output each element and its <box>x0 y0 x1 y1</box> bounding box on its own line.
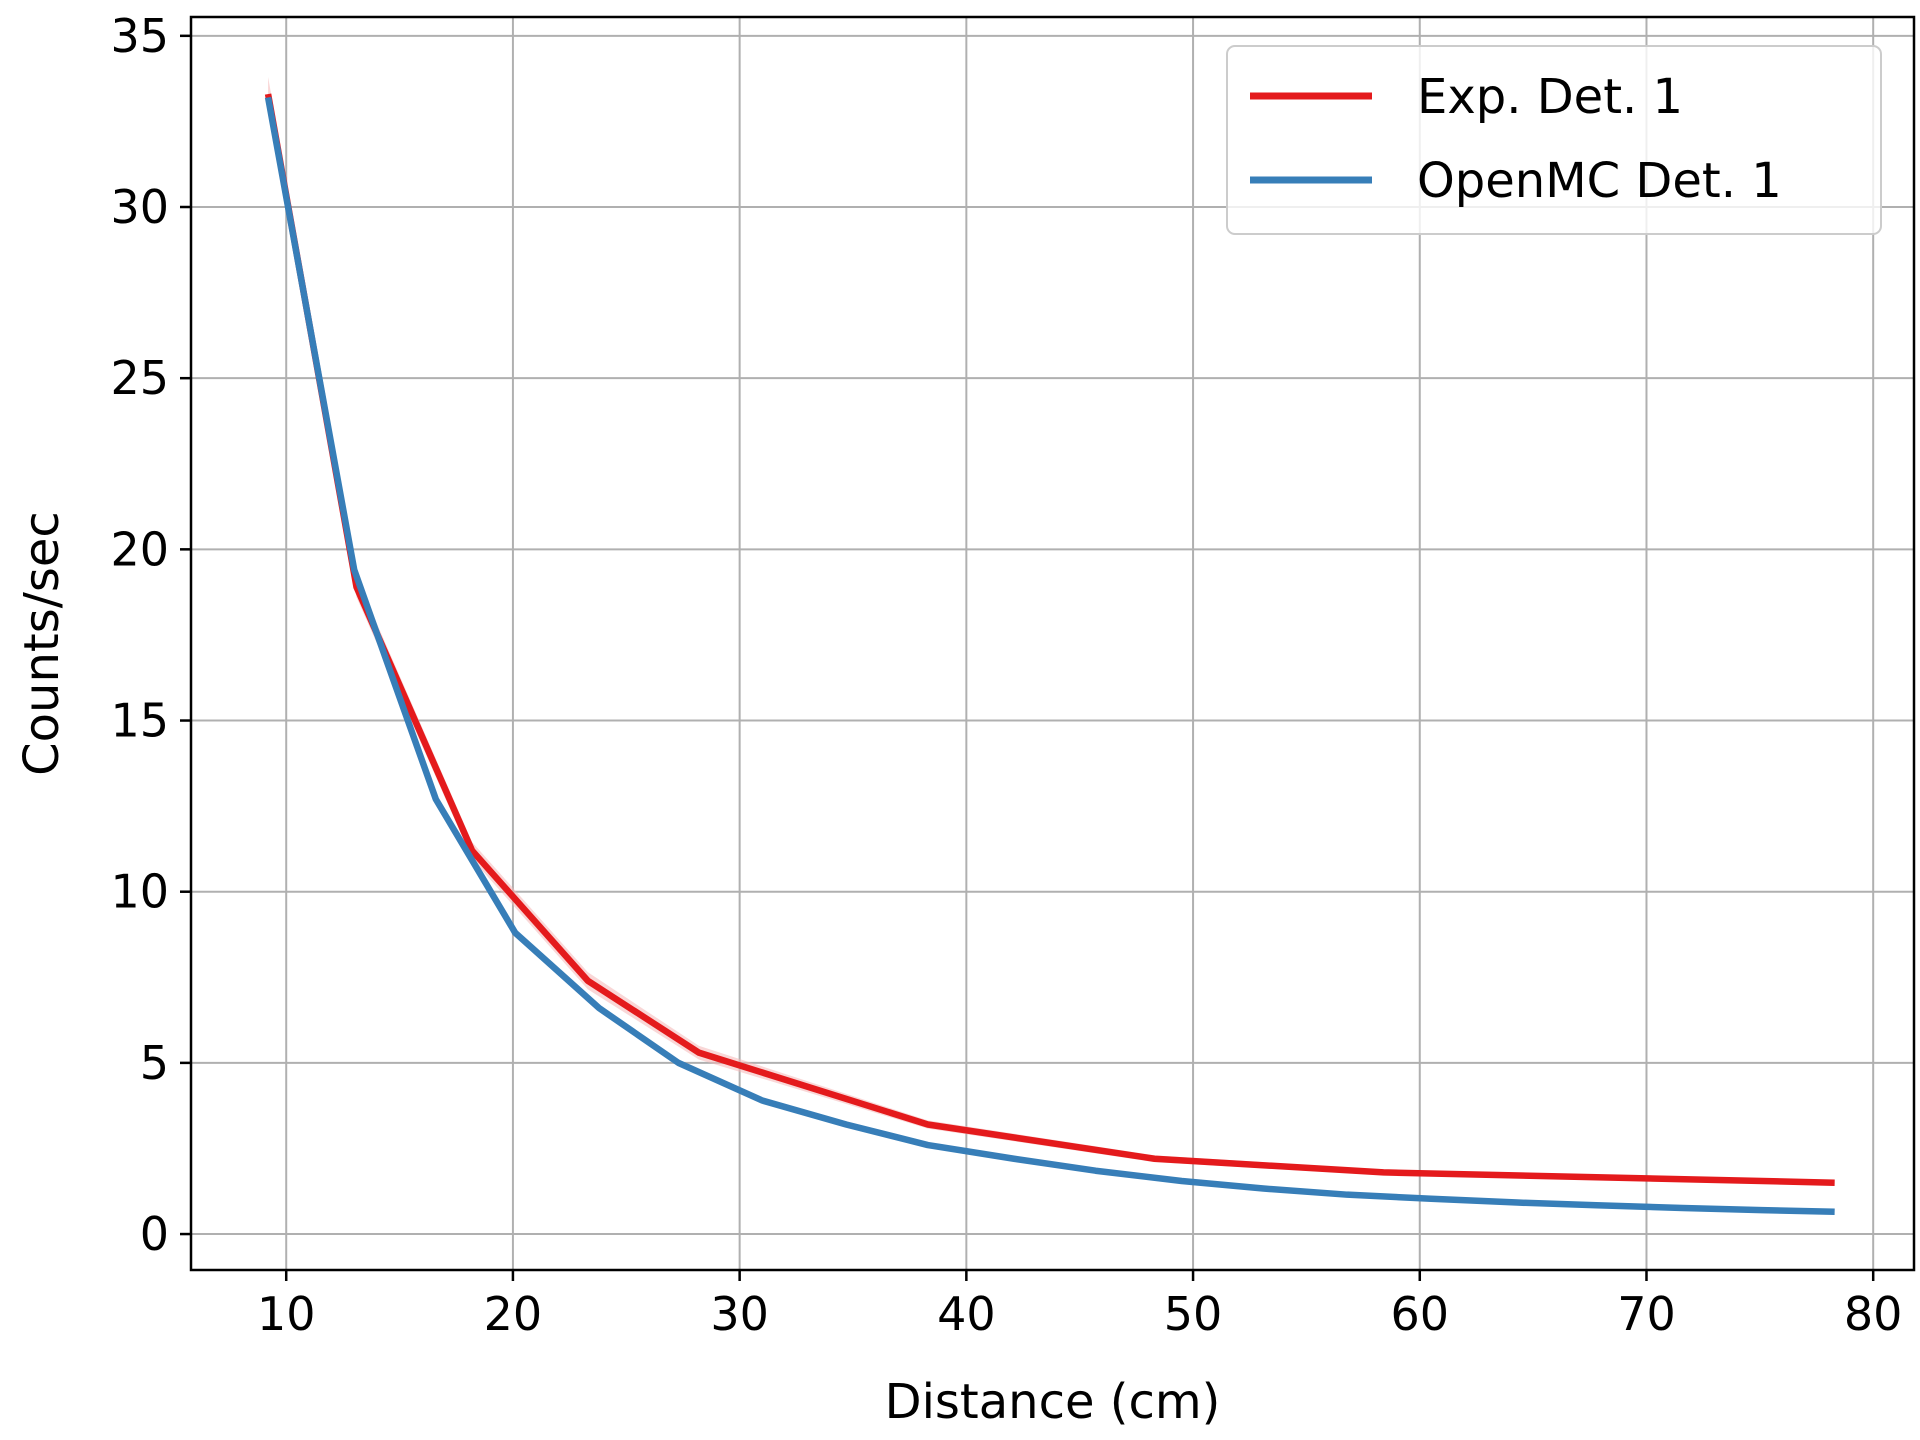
y-tick-label: 5 <box>140 1036 169 1090</box>
legend-label-openmc-det-1: OpenMC Det. 1 <box>1417 153 1782 209</box>
x-tick-label: 30 <box>710 1287 769 1341</box>
x-tick-label: 60 <box>1390 1287 1449 1341</box>
error-bands <box>268 76 1835 1185</box>
y-tick-label: 20 <box>110 522 169 576</box>
plot-frame <box>189 15 1916 1272</box>
y-tick-label: 35 <box>110 9 169 63</box>
x-axis-ticks: 10 20 30 40 50 60 70 80 <box>257 1270 1903 1341</box>
error-band-0 <box>268 76 1835 1185</box>
y-axis-label: Counts/sec <box>14 511 70 776</box>
x-tick-label: 50 <box>1164 1287 1223 1341</box>
y-tick-label: 0 <box>140 1207 169 1261</box>
y-tick-label: 30 <box>110 180 169 234</box>
series-line-1 <box>264 96 1835 1216</box>
series-lines <box>264 93 1835 1216</box>
y-tick-label: 15 <box>110 694 169 748</box>
y-axis-ticks: 0 5 10 15 20 25 30 35 <box>110 9 191 1261</box>
legend-label-exp-det-1: Exp. Det. 1 <box>1417 69 1683 125</box>
x-tick-label: 20 <box>484 1287 543 1341</box>
series-line-0 <box>264 93 1835 1186</box>
legend: Exp. Det. 1 OpenMC Det. 1 <box>1226 45 1882 235</box>
x-tick-label: 10 <box>257 1287 316 1341</box>
x-tick-label: 40 <box>937 1287 996 1341</box>
y-tick-label: 10 <box>110 865 169 919</box>
legend-box <box>1226 45 1882 235</box>
x-tick-label: 80 <box>1844 1287 1903 1341</box>
x-axis-label: Distance (cm) <box>885 1374 1221 1430</box>
x-tick-label: 70 <box>1617 1287 1676 1341</box>
y-tick-label: 25 <box>110 351 169 405</box>
